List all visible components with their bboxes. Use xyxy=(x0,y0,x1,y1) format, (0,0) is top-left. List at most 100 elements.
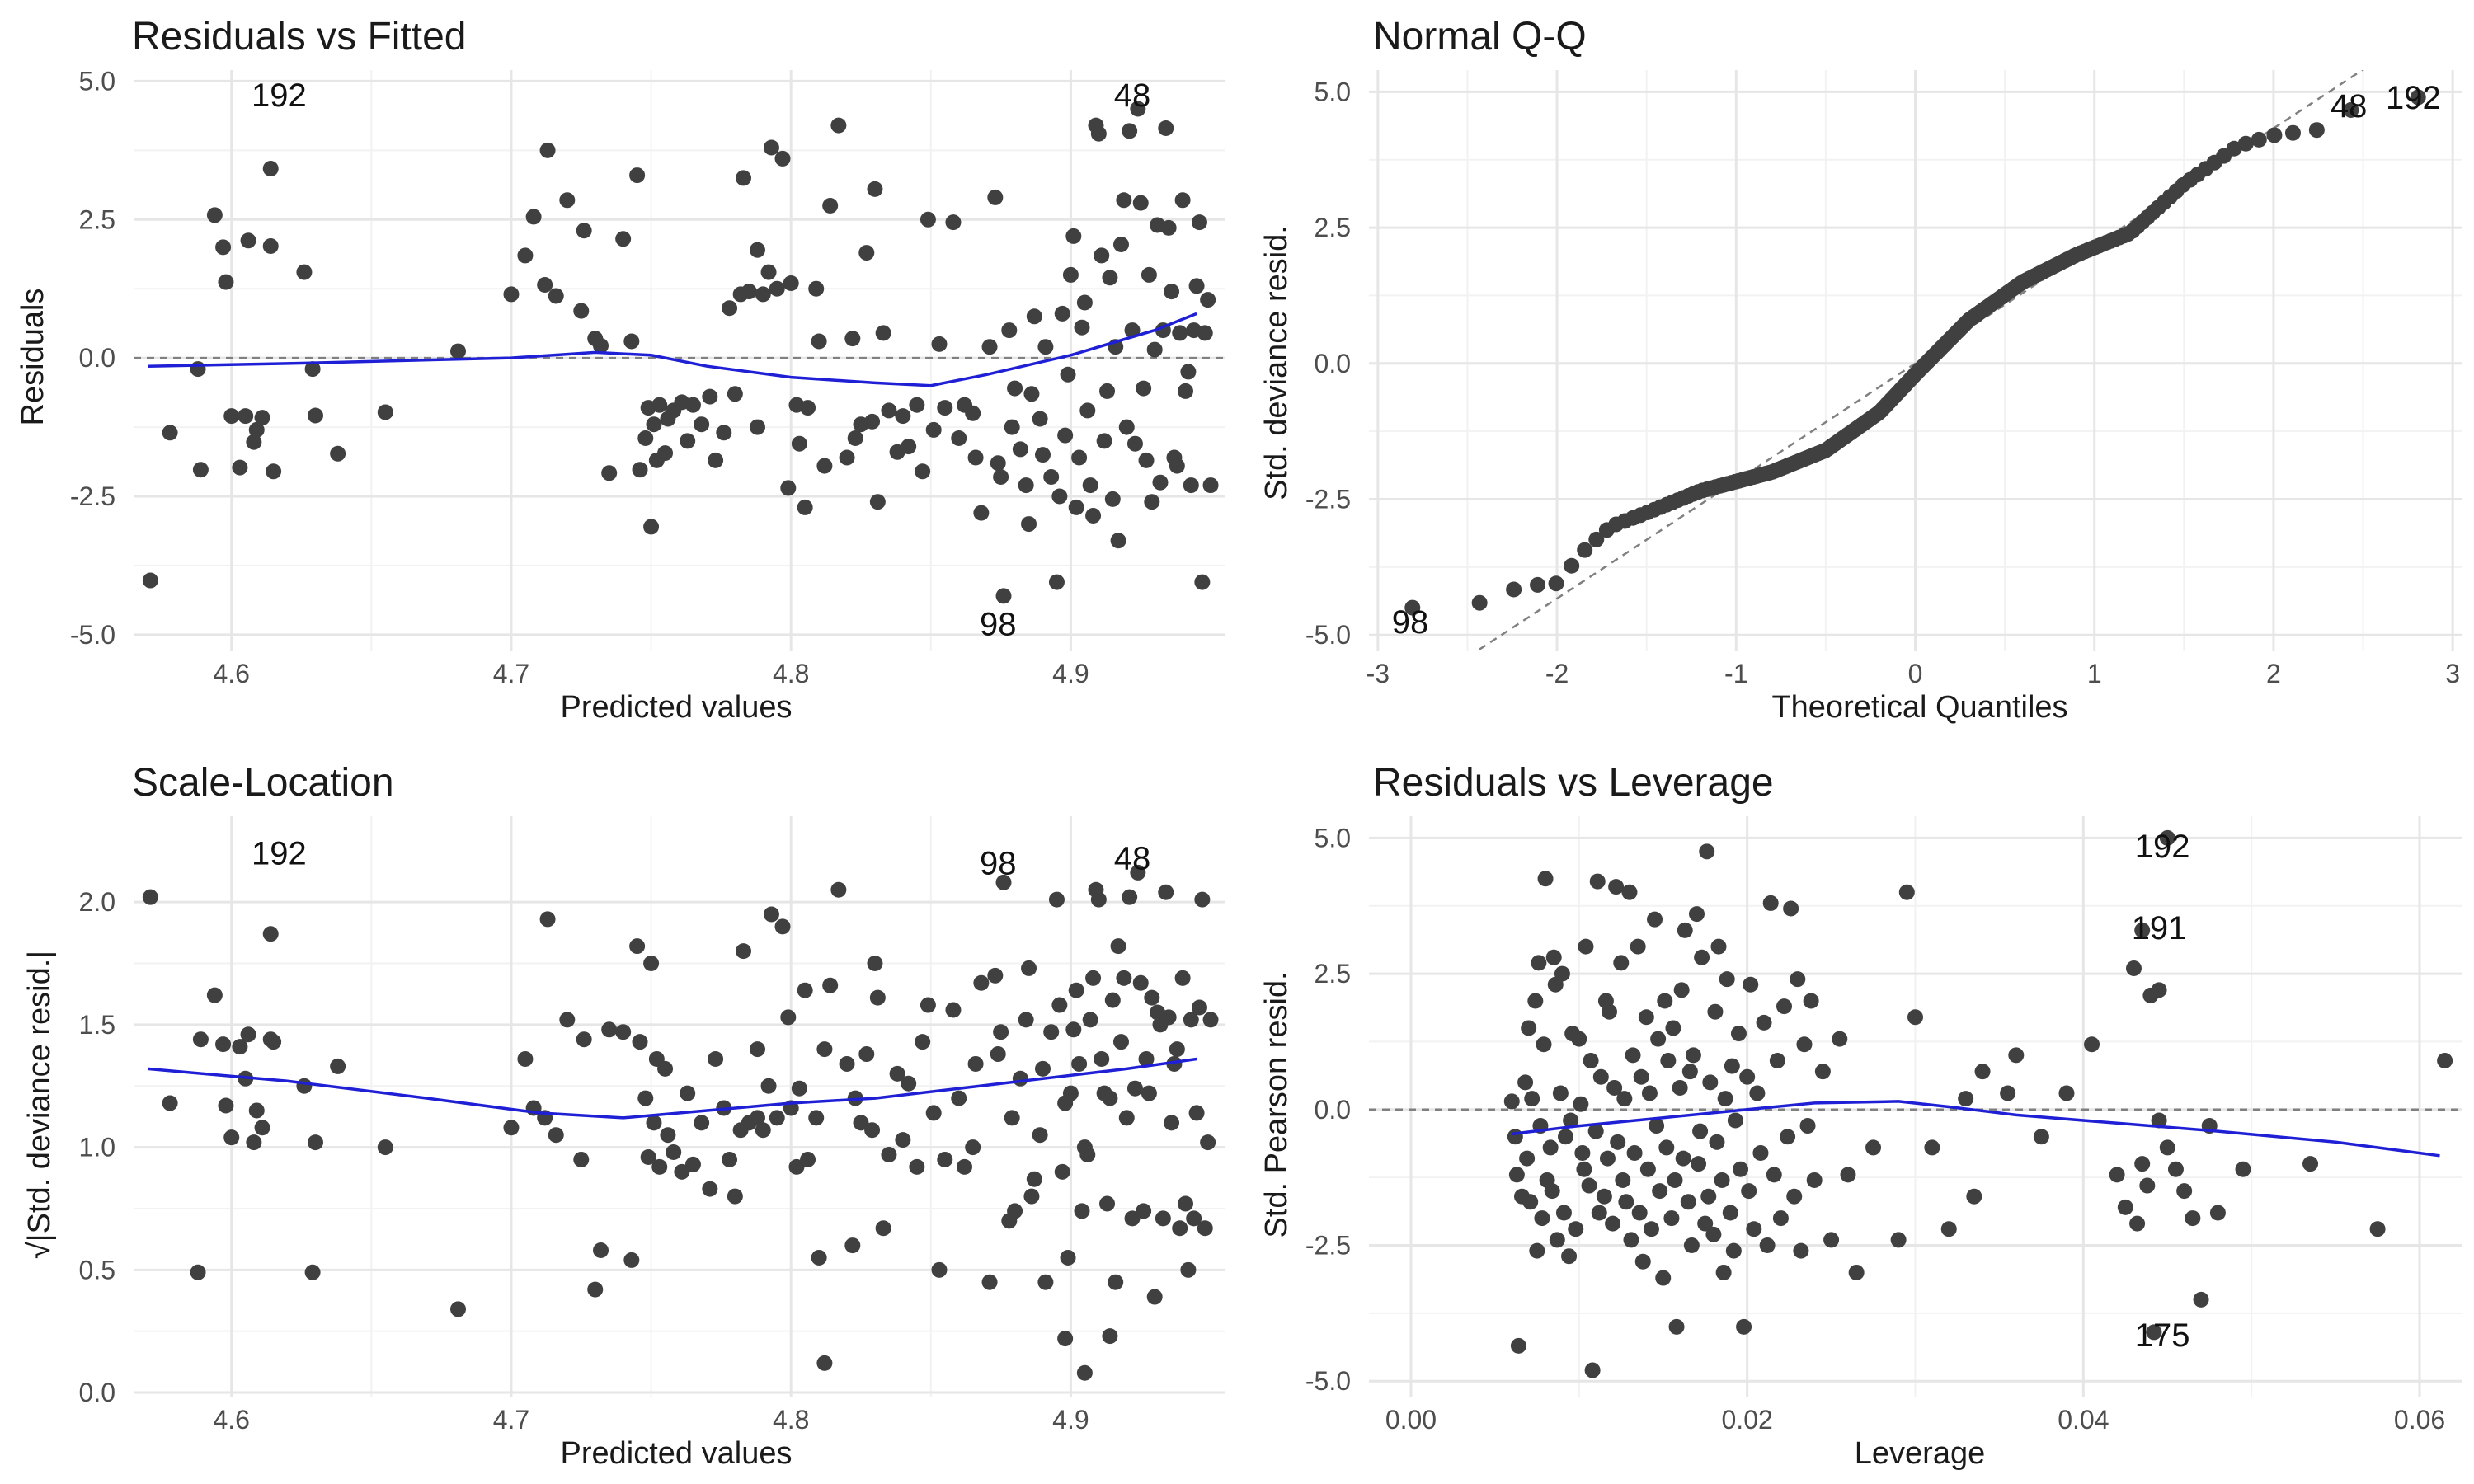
x-tick-label: -2 xyxy=(1545,659,1569,688)
x-tick-label: 0.06 xyxy=(2394,1405,2445,1435)
data-point xyxy=(450,343,467,359)
data-point xyxy=(1739,1068,1756,1085)
data-point xyxy=(1136,1203,1152,1219)
data-point xyxy=(1558,1129,1573,1145)
data-point xyxy=(1071,449,1088,466)
data-point xyxy=(816,1355,833,1371)
data-point xyxy=(780,1009,797,1026)
data-point xyxy=(1191,999,1207,1016)
data-point xyxy=(716,425,732,441)
data-point xyxy=(1503,1093,1520,1110)
data-point xyxy=(1865,1139,1882,1156)
data-point xyxy=(1155,1210,1171,1227)
data-point xyxy=(987,189,1004,205)
y-tick-label: -5.0 xyxy=(1305,1366,1351,1396)
data-point xyxy=(615,231,632,247)
data-point xyxy=(1599,1150,1616,1167)
data-point xyxy=(1517,1074,1534,1091)
data-point xyxy=(637,1090,654,1106)
data-point xyxy=(1507,1129,1523,1145)
data-point xyxy=(1102,270,1118,286)
data-point xyxy=(666,1144,682,1161)
data-point xyxy=(1630,938,1646,955)
data-point xyxy=(1141,266,1157,283)
data-point xyxy=(1530,576,1546,593)
x-tick-labels: 4.6 4.7 4.8 4.9 xyxy=(213,1405,1089,1435)
data-point xyxy=(1043,1024,1060,1040)
data-point xyxy=(1699,843,1715,860)
data-point xyxy=(1675,1150,1691,1167)
data-point xyxy=(162,425,178,441)
point-label: 98 xyxy=(980,606,1017,642)
data-point xyxy=(1124,1210,1141,1227)
data-point xyxy=(1589,873,1606,890)
data-point xyxy=(875,1220,891,1237)
data-point xyxy=(1122,889,1138,905)
data-point xyxy=(623,333,640,350)
data-point xyxy=(2369,1221,2386,1237)
data-point xyxy=(1966,1188,1982,1205)
data-point xyxy=(973,974,990,991)
data-point xyxy=(1146,1289,1163,1305)
point-label: 175 xyxy=(2135,1317,2190,1354)
x-tick-label: 4.9 xyxy=(1052,1405,1089,1435)
point-labels: 192 98 48 xyxy=(252,836,1150,882)
x-axis-label: Leverage xyxy=(1855,1436,1985,1471)
data-point xyxy=(749,1110,765,1126)
data-point xyxy=(1068,982,1084,998)
data-point xyxy=(1568,1221,1584,1237)
point-labels: 192 48 98 xyxy=(252,77,1150,642)
data-point xyxy=(1907,1009,1923,1026)
data-point xyxy=(262,161,279,177)
point-label: 192 xyxy=(252,836,307,872)
data-point xyxy=(1743,976,1759,993)
data-point xyxy=(1752,1145,1769,1162)
data-point xyxy=(1164,284,1180,300)
data-point xyxy=(1814,1064,1831,1080)
data-point xyxy=(1068,499,1084,515)
y-tick-label: 5.0 xyxy=(79,66,115,96)
point-label: 191 xyxy=(2132,910,2187,946)
y-tick-label: 2.5 xyxy=(1315,213,1351,242)
data-point xyxy=(788,1158,805,1175)
data-point xyxy=(920,997,936,1013)
data-point xyxy=(330,445,346,462)
data-point xyxy=(1576,1161,1592,1177)
data-point xyxy=(875,325,891,341)
data-point xyxy=(1023,386,1040,402)
data-point xyxy=(1677,922,1693,938)
data-point xyxy=(1638,1009,1654,1026)
data-point xyxy=(811,1249,827,1266)
data-point xyxy=(808,1110,825,1126)
data-point xyxy=(1581,1177,1597,1194)
data-point xyxy=(1623,1232,1639,1248)
data-point xyxy=(660,1127,676,1144)
data-point xyxy=(755,1122,771,1139)
data-point xyxy=(844,331,861,347)
x-axis-label: Theoretical Quantiles xyxy=(1771,690,2067,725)
data-point xyxy=(573,1151,590,1167)
point-labels: 192 48 98 xyxy=(1392,80,2441,641)
data-point xyxy=(1633,1068,1649,1085)
data-point xyxy=(1554,965,1570,982)
y-tick-label: 5.0 xyxy=(1315,823,1351,852)
data-point xyxy=(559,192,576,209)
point-label: 192 xyxy=(252,77,307,114)
data-point xyxy=(1574,1145,1591,1162)
data-point xyxy=(1625,1047,1641,1064)
data-point xyxy=(1110,533,1126,549)
data-point xyxy=(1610,1134,1626,1150)
data-point xyxy=(262,926,279,942)
data-point xyxy=(774,918,791,935)
data-point xyxy=(1725,1242,1742,1259)
data-point xyxy=(1099,1195,1116,1212)
x-tick-label: 4.6 xyxy=(213,1405,249,1435)
data-point xyxy=(1146,341,1163,358)
data-point xyxy=(1772,1210,1789,1227)
data-point xyxy=(2134,922,2151,938)
panel-title: Scale-Location xyxy=(132,761,394,805)
data-point xyxy=(1043,469,1060,485)
x-tick-label: 4.8 xyxy=(773,1405,809,1435)
data-point xyxy=(1018,477,1034,494)
data-point xyxy=(769,1110,785,1126)
